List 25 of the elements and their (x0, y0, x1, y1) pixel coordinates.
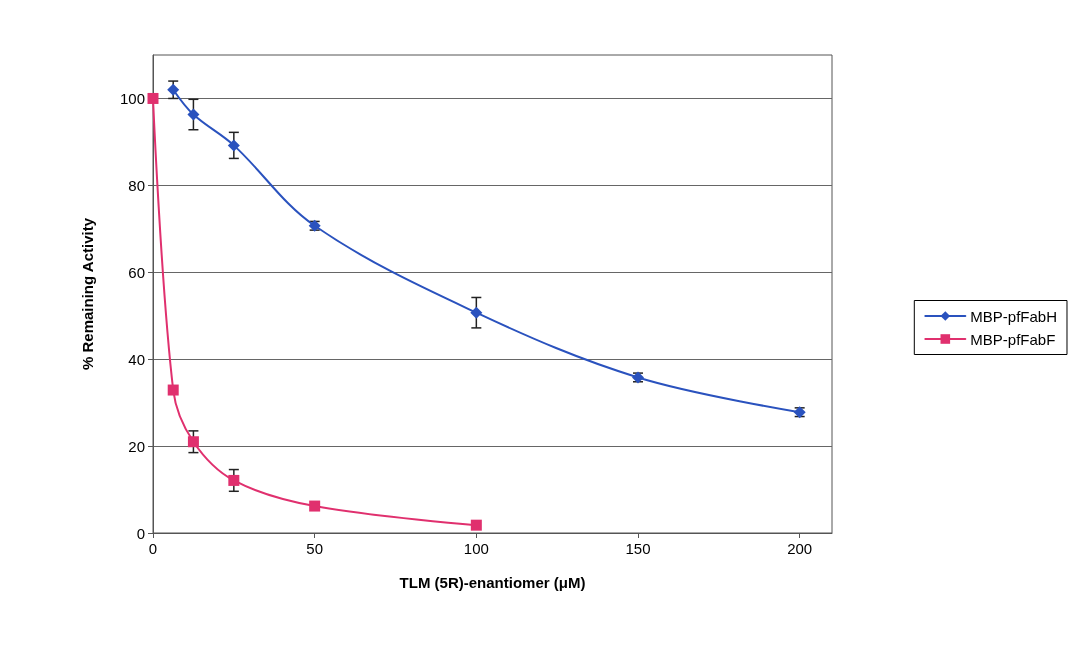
point (470, 519, 482, 531)
x-tick-label: 100 (463, 540, 489, 557)
point (167, 83, 180, 96)
y-tick-label: 100 (119, 89, 145, 107)
x-tick-label: 150 (625, 540, 651, 557)
y-tick-label: 60 (128, 263, 145, 281)
x-axis-title: TLM (5R)-enantiomer (μM) (399, 574, 586, 591)
point (227, 139, 240, 152)
x-tick-label: 0 (148, 540, 158, 557)
point (167, 384, 179, 396)
y-tick-label: 0 (136, 524, 145, 542)
point (228, 474, 240, 486)
x-tick-label: 200 (787, 540, 813, 557)
x-tick-label: 50 (306, 540, 324, 557)
point (187, 436, 199, 448)
point (187, 108, 200, 121)
legend-label: MBP-pfFabF (970, 330, 1056, 348)
point (309, 500, 321, 512)
y-axis-title: % Remaining Activity (79, 217, 96, 370)
legend-label: MBP-pfFabH (970, 307, 1058, 325)
y-tick-label: 40 (128, 350, 145, 368)
point (147, 92, 159, 104)
y-tick-label: 80 (128, 176, 145, 194)
y-tick-label: 20 (128, 437, 145, 455)
point (470, 306, 483, 319)
